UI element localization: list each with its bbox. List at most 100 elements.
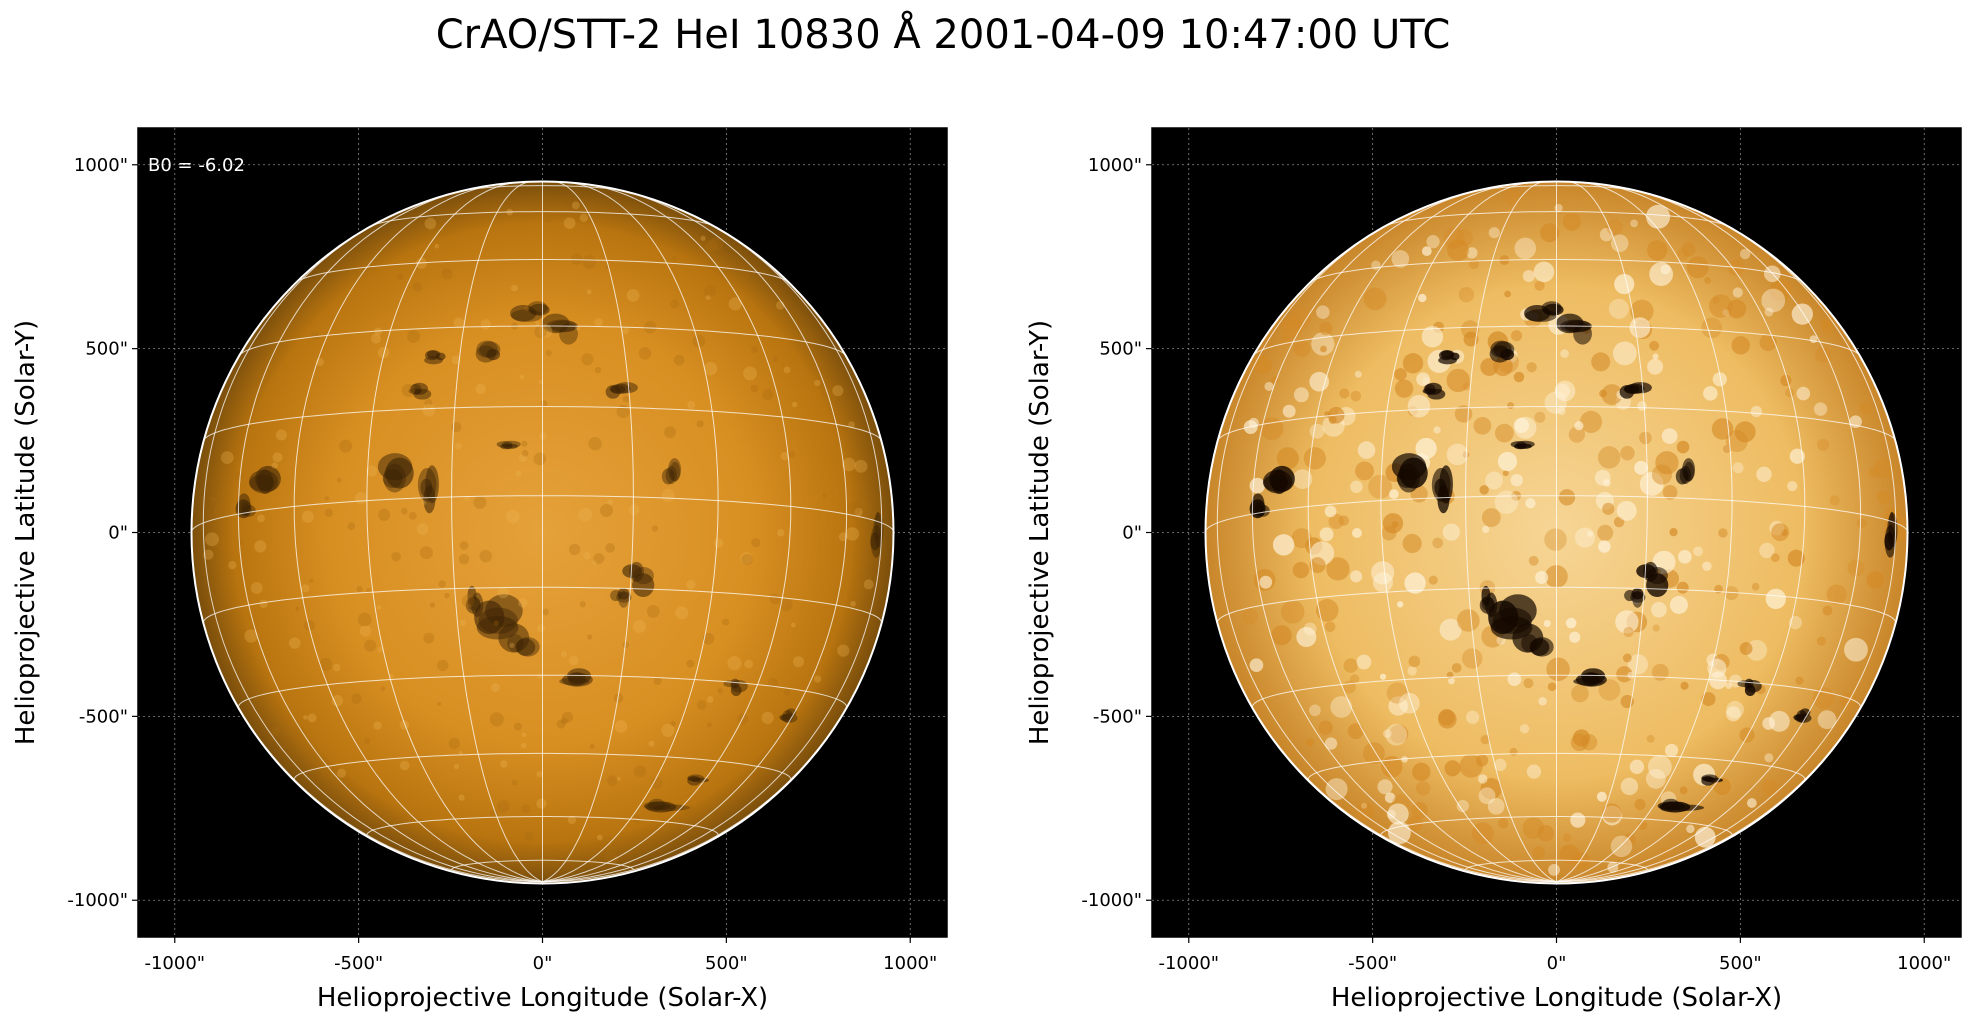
mottle (1676, 248, 1690, 261)
speckle (520, 742, 527, 749)
mottle (1494, 758, 1507, 772)
mottle (1249, 477, 1266, 494)
speckle (709, 237, 724, 252)
mottle (1513, 417, 1530, 433)
speckle (378, 508, 391, 521)
mottle (1725, 682, 1732, 690)
speckle (459, 619, 466, 626)
mottle (1725, 706, 1741, 722)
speckle (257, 514, 265, 523)
mottle (1418, 293, 1427, 303)
speckle (407, 330, 420, 343)
mottle (1630, 219, 1638, 228)
speckle (783, 366, 791, 374)
speckle (622, 327, 630, 335)
speckle (234, 472, 243, 481)
mottle (1722, 309, 1730, 317)
speckle (475, 383, 486, 395)
mottle (1634, 798, 1646, 811)
mottle (1579, 410, 1603, 433)
mottle (1350, 390, 1362, 402)
speckle (536, 798, 547, 809)
mottle (1622, 833, 1636, 847)
mottle (1554, 203, 1563, 213)
mottle (1571, 684, 1589, 703)
mottle (1620, 445, 1635, 461)
mottle (1787, 481, 1798, 492)
speckle (397, 273, 404, 281)
speckle (357, 612, 372, 627)
mottle (1734, 421, 1756, 443)
mottle (1651, 464, 1673, 485)
mottle (1415, 781, 1431, 796)
speckle (571, 201, 580, 210)
mottle (1813, 402, 1828, 416)
mottle (1433, 426, 1441, 434)
mottle (1597, 524, 1614, 541)
mottle (1485, 471, 1503, 490)
heliographic-grid-right (1204, 181, 1909, 883)
dark-feature (1619, 382, 1652, 399)
mottle (1309, 423, 1325, 439)
mottle (1809, 335, 1818, 344)
dark-feature (1422, 382, 1446, 400)
speckle (707, 722, 712, 728)
mottle (1686, 824, 1695, 834)
speckle (539, 432, 548, 440)
dark-feature (610, 588, 632, 608)
mottle (1292, 561, 1310, 579)
speckle (319, 657, 333, 671)
mottle (1594, 469, 1611, 486)
mottle (1655, 451, 1679, 475)
speckle (570, 253, 583, 265)
speckle (509, 642, 515, 649)
dark-features-right (1249, 301, 1898, 813)
mottle (1404, 572, 1426, 594)
speckle (448, 737, 460, 749)
speckle (687, 400, 696, 409)
speckle (437, 702, 442, 707)
speckle (586, 634, 593, 640)
mottle (1428, 575, 1438, 585)
speckle (203, 549, 214, 560)
speckle (458, 750, 463, 756)
speckle (458, 794, 465, 801)
mottle (1352, 528, 1362, 538)
mottle (1676, 581, 1689, 594)
mottle (1480, 358, 1499, 376)
mottle (1387, 821, 1411, 845)
speckle (703, 285, 716, 298)
mottle (1718, 528, 1728, 538)
speckle (582, 254, 597, 269)
speckle (356, 586, 363, 593)
speckle (303, 620, 315, 631)
heliographic-grid-left (190, 181, 895, 883)
dark-feature (1701, 774, 1723, 786)
speckle (751, 345, 759, 353)
mottle (1349, 674, 1360, 684)
mottle (1324, 505, 1337, 518)
speckle (588, 436, 602, 451)
mottle (1616, 500, 1637, 521)
mottle (1829, 495, 1840, 506)
mottle (1574, 527, 1596, 548)
mottle (1407, 394, 1431, 418)
speckle (703, 361, 718, 376)
dark-feature (424, 350, 446, 365)
mottle (1739, 642, 1753, 655)
speckle (391, 551, 401, 562)
speckle (294, 725, 306, 737)
mottle (1678, 549, 1692, 564)
speckle (692, 334, 706, 348)
mottle (1681, 242, 1696, 257)
speckle (505, 509, 520, 524)
mottle (1343, 658, 1359, 673)
heliographic-grid-line (1556, 181, 1733, 883)
speckle (727, 656, 742, 671)
speckle (271, 462, 278, 469)
dark-feature (1510, 440, 1535, 450)
x-tick-label: -1000" (144, 953, 205, 974)
mottle (1623, 626, 1634, 638)
speckle (705, 295, 711, 301)
mottle (1610, 835, 1633, 858)
